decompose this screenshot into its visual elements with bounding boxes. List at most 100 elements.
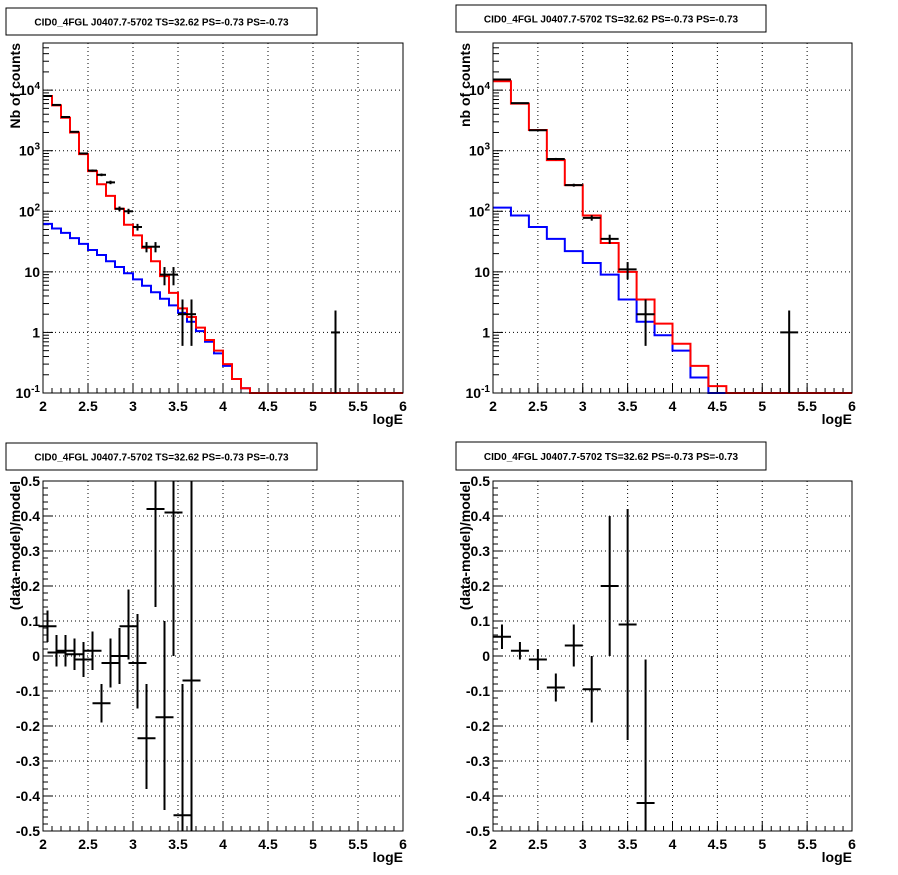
y-axis-label: Nb of counts <box>7 43 23 129</box>
x-tick-label: 4.5 <box>708 398 728 414</box>
x-tick-label: 4 <box>669 398 677 414</box>
chart-title: CID0_4FGL J0407.7-5702 TS=32.62 PS=-0.73… <box>484 15 739 26</box>
x-tick-label: 2.5 <box>78 836 98 852</box>
data-point <box>65 638 84 670</box>
data-point <box>169 267 178 286</box>
data-point <box>43 95 52 98</box>
y-tick-label: 1 <box>482 324 490 340</box>
data-point <box>115 206 124 212</box>
data-point <box>493 78 511 81</box>
data-point <box>600 516 619 656</box>
title-frame <box>455 441 767 471</box>
y-axis-label: (data-model)/model <box>7 481 23 610</box>
data-point <box>780 310 799 393</box>
x-tick-label: 5.5 <box>348 398 368 414</box>
data-point <box>97 173 106 177</box>
data-point <box>173 684 192 831</box>
axis-ticks <box>492 480 853 832</box>
y-tick-label: 0.5 <box>21 473 41 489</box>
x-axis-label: logE <box>373 849 403 865</box>
x-tick-label: 3 <box>129 836 137 852</box>
chart-title: CID0_4FGL J0407.7-5702 TS=32.62 PS=-0.73… <box>34 18 289 29</box>
chart-panel-2: 2 2.5 3 3.5 4 4.5 5 5.5 6 10-1 1 10 102 103 104 logE nb … <box>455 4 856 427</box>
data-point <box>137 684 156 789</box>
data-point <box>492 624 511 649</box>
x-tick-label: 3 <box>579 836 587 852</box>
y-tick-label: 104 <box>19 81 41 98</box>
x-tick-label: 3 <box>579 398 587 414</box>
y-tick-label: 0.1 <box>471 613 491 629</box>
data-point <box>528 129 547 132</box>
y-tick-label: -0.3 <box>16 753 40 769</box>
x-tick-label: 6 <box>399 398 407 414</box>
plot-frame <box>492 42 853 394</box>
x-tick-label: 5.5 <box>797 398 817 414</box>
data-point <box>79 152 88 155</box>
data-point <box>564 624 583 667</box>
y-tick-label: 0.4 <box>21 508 41 524</box>
data-point <box>101 638 120 688</box>
x-axis-label: logE <box>373 411 403 427</box>
x-tick-label: 6 <box>399 836 407 852</box>
title-frame <box>455 4 767 33</box>
data-point <box>124 208 133 215</box>
data-point <box>88 169 97 172</box>
x-tick-label: 6 <box>848 398 856 414</box>
data-point <box>510 102 529 105</box>
chart-title: CID0_4FGL J0407.7-5702 TS=32.62 PS=-0.73… <box>34 453 289 464</box>
x-tick-label: 2.5 <box>528 398 548 414</box>
x-tick-label: 5 <box>758 836 766 852</box>
y-tick-label: 0.1 <box>21 613 41 629</box>
y-tick-label: -0.5 <box>16 823 40 839</box>
data-point <box>83 631 102 670</box>
data-point <box>128 614 147 709</box>
data-point <box>146 481 165 607</box>
data-point <box>546 157 565 161</box>
title-frame <box>5 7 318 36</box>
y-tick-label: -0.1 <box>16 683 40 699</box>
y-tick-label: -0.5 <box>466 823 490 839</box>
data-point <box>142 242 151 253</box>
plot-frame <box>42 480 404 832</box>
y-tick-label: -0.1 <box>466 683 490 699</box>
y-tick-label: 10-1 <box>466 384 491 401</box>
y-tick-label: 0.3 <box>471 543 491 559</box>
data-point <box>155 621 174 810</box>
data-point <box>92 684 111 723</box>
data-point <box>133 223 142 231</box>
y-tick-label: 103 <box>469 142 491 159</box>
x-tick-label: 5.5 <box>348 836 368 852</box>
x-tick-label: 3.5 <box>618 398 638 414</box>
plot-frame <box>42 42 404 394</box>
data-point <box>119 589 138 660</box>
title-frame <box>5 442 318 471</box>
data-points <box>492 509 655 831</box>
y-tick-label: 102 <box>469 202 491 219</box>
x-tick-label: 3 <box>129 398 137 414</box>
x-tick-label: 4.5 <box>258 398 278 414</box>
data-point <box>106 180 115 185</box>
y-tick-label: 102 <box>19 202 41 219</box>
data-point <box>38 610 57 642</box>
x-tick-label: 5 <box>309 836 317 852</box>
y-tick-label: -0.4 <box>466 788 490 804</box>
x-tick-label: 5.5 <box>797 836 817 852</box>
y-tick-label: 0.2 <box>21 578 41 594</box>
chart-panel-1: 2 2.5 3 3.5 4 4.5 5 5.5 6 10-1 1 10 102 103 104 logE Nb … <box>5 7 407 427</box>
data-point <box>52 103 61 106</box>
data-point <box>56 635 75 667</box>
data-point <box>331 310 340 393</box>
data-point <box>61 116 70 119</box>
y-tick-label: 0.5 <box>471 473 491 489</box>
y-tick-label: 104 <box>469 81 491 98</box>
y-tick-label: -0.3 <box>466 753 490 769</box>
chart-title-box: CID0_4FGL J0407.7-5702 TS=32.62 PS=-0.73… <box>455 441 767 471</box>
x-tick-label: 3.5 <box>618 836 638 852</box>
x-tick-label: 3.5 <box>168 398 188 414</box>
data-point <box>564 183 583 187</box>
x-tick-label: 4 <box>219 398 227 414</box>
y-tick-label: 103 <box>19 142 41 159</box>
chart-panel-3: 2 2.5 3 3.5 4 4.5 5 5.5 6 -0.5 -0.4 -0.3 -0.2 -0.1 0 0.… <box>5 442 407 865</box>
data-point <box>164 481 183 656</box>
data-point <box>600 234 619 244</box>
